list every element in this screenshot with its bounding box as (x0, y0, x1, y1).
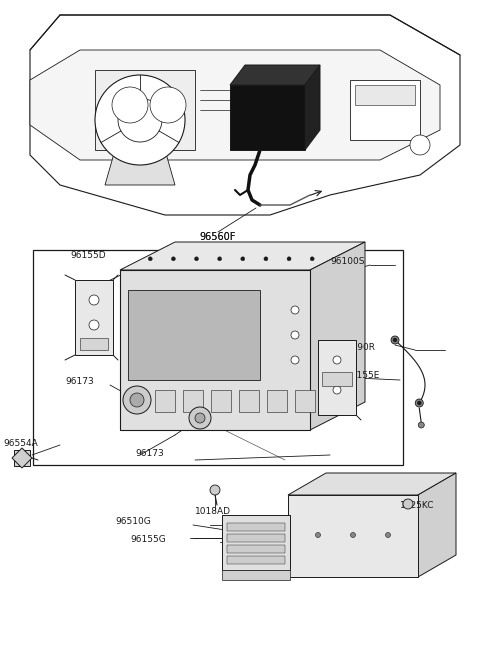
Circle shape (418, 422, 424, 428)
Bar (350, 80, 420, 140)
Bar (227, 523, 285, 531)
Text: 96560F: 96560F (200, 232, 236, 242)
Polygon shape (310, 242, 365, 430)
Text: 1018AD: 1018AD (195, 508, 231, 517)
Bar (227, 556, 285, 564)
Circle shape (171, 257, 175, 261)
Bar (355, 85, 415, 105)
Text: 96155G: 96155G (130, 536, 166, 545)
Bar (80, 338, 108, 350)
Circle shape (417, 401, 421, 405)
Circle shape (210, 485, 220, 495)
Polygon shape (418, 473, 456, 577)
Circle shape (89, 295, 99, 305)
Polygon shape (105, 150, 175, 185)
Bar (33, 250, 403, 465)
Text: 1125KC: 1125KC (400, 501, 434, 510)
Polygon shape (230, 65, 320, 85)
Polygon shape (75, 280, 113, 355)
Circle shape (350, 532, 356, 537)
Circle shape (118, 98, 162, 142)
Bar (322, 372, 352, 386)
Polygon shape (120, 242, 365, 270)
Polygon shape (30, 50, 440, 160)
Bar (239, 390, 259, 412)
Circle shape (315, 532, 321, 537)
Circle shape (333, 356, 341, 364)
Bar (183, 390, 203, 412)
Text: 96155D: 96155D (70, 251, 106, 260)
Circle shape (195, 413, 205, 423)
Text: 96155E: 96155E (345, 371, 379, 379)
Circle shape (217, 257, 222, 261)
Circle shape (112, 87, 148, 123)
Bar (211, 390, 231, 412)
Polygon shape (12, 448, 32, 468)
Polygon shape (95, 70, 195, 150)
Polygon shape (30, 15, 460, 215)
Circle shape (189, 407, 211, 429)
Circle shape (241, 257, 245, 261)
Circle shape (291, 331, 299, 339)
Circle shape (393, 338, 397, 342)
Bar (222, 570, 290, 580)
Text: 96100S: 96100S (330, 258, 364, 267)
Circle shape (95, 75, 185, 165)
Circle shape (264, 257, 268, 261)
Circle shape (89, 320, 99, 330)
Bar (227, 545, 285, 553)
Circle shape (333, 386, 341, 394)
Circle shape (415, 399, 423, 407)
Bar (295, 390, 315, 412)
Circle shape (385, 532, 391, 537)
Text: 96173: 96173 (135, 448, 164, 457)
Text: 96560F: 96560F (200, 232, 236, 242)
Text: 96173: 96173 (65, 377, 94, 386)
Circle shape (391, 336, 399, 344)
Circle shape (148, 257, 152, 261)
Circle shape (403, 499, 413, 509)
Polygon shape (305, 65, 320, 150)
Polygon shape (14, 450, 30, 466)
Circle shape (410, 135, 430, 155)
Circle shape (291, 306, 299, 314)
Polygon shape (288, 495, 418, 577)
Polygon shape (318, 340, 356, 415)
Text: 96554A: 96554A (3, 439, 38, 448)
Polygon shape (128, 290, 260, 380)
Bar (267, 390, 287, 412)
Bar (155, 390, 175, 412)
Text: 96510G: 96510G (115, 517, 151, 526)
Polygon shape (230, 85, 305, 150)
Circle shape (150, 87, 186, 123)
Circle shape (310, 257, 314, 261)
Circle shape (291, 356, 299, 364)
Polygon shape (120, 270, 310, 430)
Circle shape (194, 257, 199, 261)
Bar (227, 534, 285, 542)
Circle shape (130, 393, 144, 407)
Circle shape (123, 386, 151, 414)
Polygon shape (288, 473, 456, 495)
Polygon shape (222, 515, 290, 570)
Text: 96190R: 96190R (340, 342, 375, 351)
Circle shape (287, 257, 291, 261)
